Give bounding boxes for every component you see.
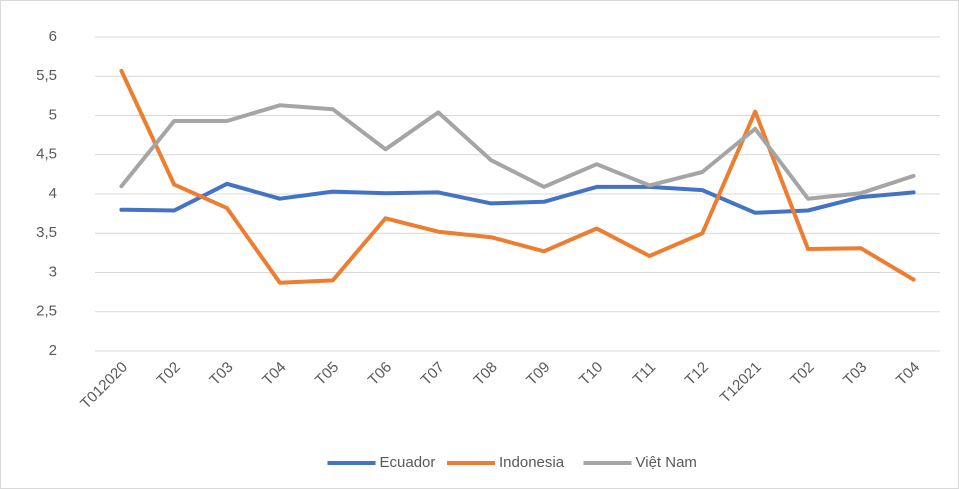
y-tick-label: 6: [49, 28, 57, 45]
y-tick-label: 4,5: [36, 146, 57, 163]
legend-label: Ecuador: [380, 454, 436, 471]
series-line: [119, 68, 916, 285]
y-tick-label: 4: [49, 185, 57, 202]
y-tick-label: 3: [49, 263, 57, 280]
series-line: [119, 181, 916, 215]
y-tick-label: 2: [49, 342, 57, 359]
y-tick-label: 5,5: [36, 67, 57, 84]
series-line: [119, 103, 916, 201]
legend-label: Việt Nam: [636, 454, 697, 471]
y-tick-label: 2,5: [36, 303, 57, 320]
y-tick-label: 3,5: [36, 224, 57, 241]
legend-label: Indonesia: [499, 454, 565, 471]
y-tick-label: 5: [49, 106, 57, 123]
